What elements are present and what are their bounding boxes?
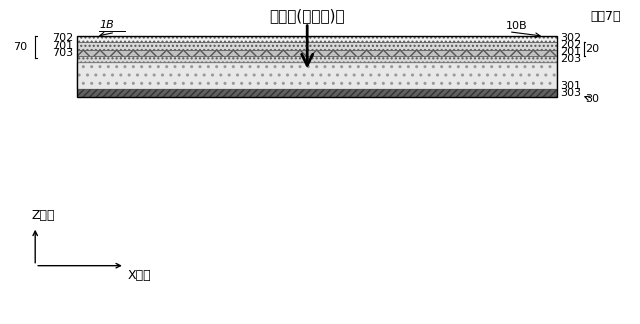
Text: 10B: 10B (506, 21, 527, 31)
Bar (77, 42, 557, 50)
Text: 201: 201 (560, 47, 581, 57)
Text: 702: 702 (52, 33, 74, 43)
Text: 303: 303 (560, 88, 581, 98)
Text: 20: 20 (586, 44, 600, 54)
Text: 302: 302 (560, 33, 581, 43)
Text: Z方向: Z方向 (32, 209, 56, 222)
Text: X方向: X方向 (128, 269, 152, 282)
Text: 202: 202 (560, 40, 581, 50)
Bar (77, 89, 557, 97)
Text: 1B: 1B (99, 20, 114, 30)
Bar (77, 50, 557, 56)
Bar (77, 36, 557, 97)
Bar (77, 63, 557, 89)
Text: 70: 70 (13, 42, 28, 52)
Text: 203: 203 (560, 54, 581, 64)
Text: 703: 703 (52, 49, 74, 58)
Text: 30: 30 (586, 94, 600, 104)
Bar (77, 36, 557, 42)
Text: 301: 301 (560, 81, 581, 91)
Bar (77, 56, 557, 62)
Text: 【図7】: 【図7】 (590, 10, 621, 23)
Text: 701: 701 (52, 41, 74, 51)
Text: 表示面(操作面)側: 表示面(操作面)側 (269, 8, 345, 23)
